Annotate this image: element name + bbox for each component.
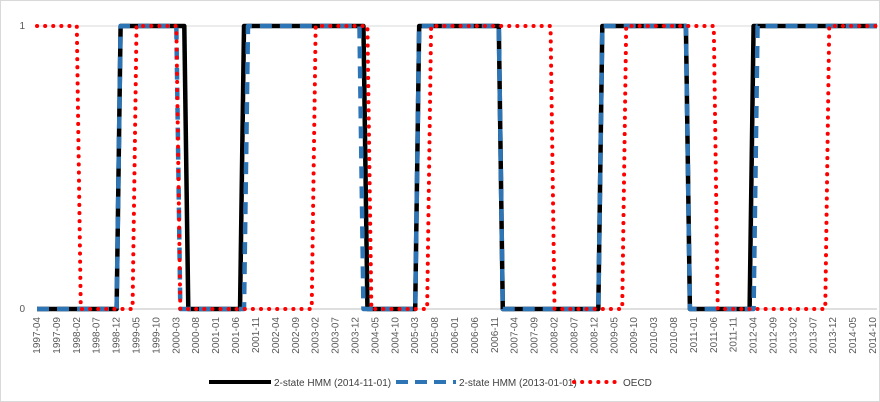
x-tick-label: 2010-03 [649,317,660,354]
legend-label: 2-state HMM (2014-11-01) [274,378,391,389]
y-tick-label: 0 [19,304,25,315]
x-tick-label: 2013-02 [788,317,799,354]
x-tick-label: 2003-07 [331,317,342,354]
x-tick-label: 2008-02 [550,317,561,354]
x-tick-label: 2012-04 [749,317,760,354]
legend-item-1: 2-state HMM (2014-11-01) [209,378,391,389]
x-tick-label: 2002-09 [291,317,302,354]
x-tick-label: 2009-05 [609,317,620,354]
x-tick-label: 2011-11 [729,317,740,353]
x-tick-label: 2001-11 [251,317,262,353]
x-tick-label: 2006-01 [450,317,461,354]
legend-item-3: OECD [572,378,652,389]
x-tick-label: 2000-03 [171,317,182,354]
x-tick-label: 1998-02 [72,317,83,354]
y-tick-label: 1 [19,21,25,32]
x-tick-label: 2008-12 [589,317,600,354]
legend-label: 2-state HMM (2013-01-01) [459,378,577,389]
x-tick-label: 2005-08 [430,317,441,354]
x-tick-label: 2014-10 [868,317,879,354]
x-tick-label: 2012-09 [768,317,779,354]
series-line-1 [37,23,877,312]
x-tick-label: 2014-05 [848,317,859,354]
x-tick-label: 1997-04 [32,317,43,354]
x-tick-label: 2001-01 [211,317,222,354]
x-tick-label: 2001-06 [231,317,242,354]
x-tick-label: 1999-10 [151,317,162,354]
x-tick-label: 1998-12 [112,317,123,354]
legend-label: OECD [623,378,652,389]
x-tick-label: 2004-10 [390,317,401,354]
x-tick-label: 2002-04 [271,317,282,354]
x-tick-label: 2013-07 [808,317,819,354]
x-tick-label: 2007-04 [510,317,521,354]
legend-item-2: 2-state HMM (2013-01-01) [396,378,577,389]
x-tick-label: 2008-07 [569,317,580,354]
x-tick-label: 1997-09 [52,317,63,354]
x-tick-label: 2003-12 [350,317,361,354]
x-tick-label: 2006-11 [490,317,501,353]
x-tick-label: 1999-05 [132,317,143,354]
x-tick-label: 2003-02 [311,317,322,354]
series-line-3 [35,24,879,311]
x-tick-label: 2011-06 [709,317,720,353]
x-tick-label: 2010-08 [669,317,680,354]
x-tick-label: 2000-08 [191,317,202,354]
x-tick-label: 2006-06 [470,317,481,354]
x-tick-label: 2005-03 [410,317,421,354]
x-tick-label: 2007-09 [530,317,541,354]
x-tick-label: 2013-12 [828,317,839,354]
x-tick-label: 2009-10 [629,317,640,354]
x-tick-label: 2004-05 [370,317,381,354]
x-tick-label: 2011-01 [689,317,700,353]
x-tick-label: 1998-07 [92,317,103,354]
